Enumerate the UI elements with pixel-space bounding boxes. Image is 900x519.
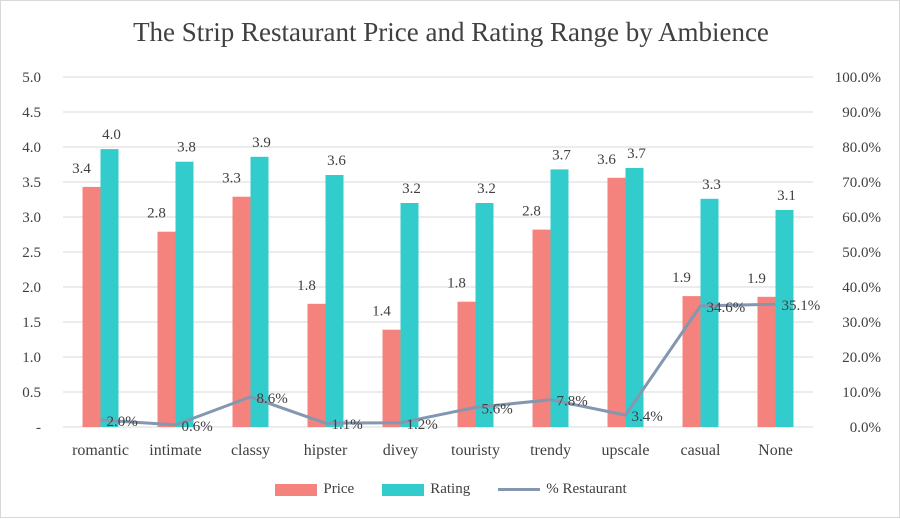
line-value-label: 0.6% (182, 419, 213, 435)
y2-tick-label: 100.0% (835, 70, 881, 86)
y2-tick-label: 80.0% (842, 140, 881, 156)
bar-price (157, 231, 176, 427)
bar-value-label: 3.8 (177, 140, 196, 156)
legend-label-restaurant: % Restaurant (546, 481, 627, 497)
y2-tick-label: 90.0% (842, 105, 881, 121)
line-value-label: 3.4% (632, 409, 663, 425)
x-category-label: intimate (149, 442, 201, 459)
x-category-label: casual (681, 442, 722, 459)
x-category-label: None (758, 442, 793, 459)
legend-label-price: Price (323, 481, 355, 497)
x-category-label: romantic (72, 442, 129, 459)
bar-value-label: 3.6 (327, 153, 346, 169)
line-value-label: 1.1% (332, 417, 363, 433)
bar-value-label: 2.8 (147, 206, 166, 222)
bar-rating (550, 169, 569, 427)
bar-price (232, 196, 251, 427)
bar-value-label: 3.4 (72, 161, 91, 177)
bar-rating (100, 149, 119, 427)
legend-item-price: Price (275, 481, 354, 498)
x-category-label: touristy (451, 442, 500, 459)
bar-price (682, 296, 701, 427)
x-category-label: hipster (304, 442, 348, 459)
restaurant-share-line (100, 302, 776, 427)
y-tick-label: 2.5 (22, 245, 41, 261)
chart-legend: Price Rating % Restaurant (1, 481, 900, 498)
line-value-label: 34.6% (707, 300, 746, 316)
y2-tick-label: 70.0% (842, 175, 881, 191)
legend-swatch-rating (382, 483, 425, 496)
legend-item-restaurant: % Restaurant (498, 481, 627, 498)
y-tick-label: 1.0 (22, 350, 41, 366)
line-value-label: 2.0% (107, 414, 138, 430)
bar-rating (175, 161, 194, 427)
y2-tick-label: 0.0% (850, 420, 881, 436)
bar-rating (625, 168, 644, 427)
y2-tick-label: 50.0% (842, 245, 881, 261)
bar-price (82, 186, 101, 427)
x-category-label: classy (231, 442, 270, 459)
y-tick-label: 4.0 (22, 140, 41, 156)
bar-price (532, 229, 551, 427)
bar-rating (250, 156, 269, 428)
line-value-label: 35.1% (782, 298, 821, 314)
x-category-label: trendy (530, 442, 571, 459)
bar-value-label: 1.8 (297, 278, 316, 294)
legend-swatch-restaurant (498, 488, 541, 491)
y-tick-label: 1.5 (22, 315, 41, 331)
y-tick-label: 2.0 (22, 280, 41, 296)
bar-price (457, 301, 476, 427)
x-category-label: divey (383, 442, 419, 459)
chart-title: The Strip Restaurant Price and Rating Ra… (133, 17, 769, 47)
y2-tick-label: 30.0% (842, 315, 881, 331)
bar-value-label: 1.8 (447, 276, 466, 292)
y-tick-label: 3.5 (22, 175, 41, 191)
bar-price (757, 296, 776, 427)
bar-rating (775, 210, 794, 427)
y-tick-label: 5.0 (22, 70, 41, 86)
legend-swatch-price (275, 483, 318, 496)
bar-rating (700, 198, 719, 427)
bar-value-label: 1.9 (672, 270, 691, 286)
legend-item-rating: Rating (382, 481, 470, 498)
y-tick-label: - (36, 420, 41, 436)
x-category-label: upscale (602, 442, 650, 459)
bar-rating (475, 203, 494, 427)
bar-price (607, 177, 626, 427)
bar-value-label: 1.9 (747, 271, 766, 287)
bar-value-label: 3.3 (222, 171, 241, 187)
bar-value-label: 4.0 (102, 127, 121, 143)
bar-value-label: 3.3 (702, 177, 721, 193)
bar-price (307, 303, 326, 427)
bar-value-label: 3.6 (597, 152, 616, 168)
bar-rating (325, 175, 344, 427)
bar-value-label: 3.2 (402, 181, 421, 197)
bar-rating (400, 203, 419, 427)
y2-tick-label: 10.0% (842, 385, 881, 401)
legend-label-rating: Rating (430, 481, 471, 497)
bar-value-label: 3.7 (627, 146, 646, 162)
bar-value-label: 3.7 (552, 147, 571, 163)
y-tick-label: 3.0 (22, 210, 41, 226)
bar-value-label: 3.2 (477, 181, 496, 197)
y2-tick-label: 40.0% (842, 280, 881, 296)
bar-price (382, 329, 401, 427)
line-value-label: 5.6% (482, 401, 513, 417)
y-tick-label: 0.5 (22, 385, 41, 401)
bar-value-label: 1.4 (372, 304, 391, 320)
line-value-label: 8.6% (257, 391, 288, 407)
bar-value-label: 3.1 (777, 188, 796, 204)
y2-tick-label: 60.0% (842, 210, 881, 226)
y2-tick-label: 20.0% (842, 350, 881, 366)
line-value-label: 1.2% (407, 417, 438, 433)
bar-value-label: 2.8 (522, 204, 541, 220)
line-value-label: 7.8% (557, 394, 588, 410)
bar-value-label: 3.9 (252, 135, 271, 151)
y-tick-label: 4.5 (22, 105, 41, 121)
